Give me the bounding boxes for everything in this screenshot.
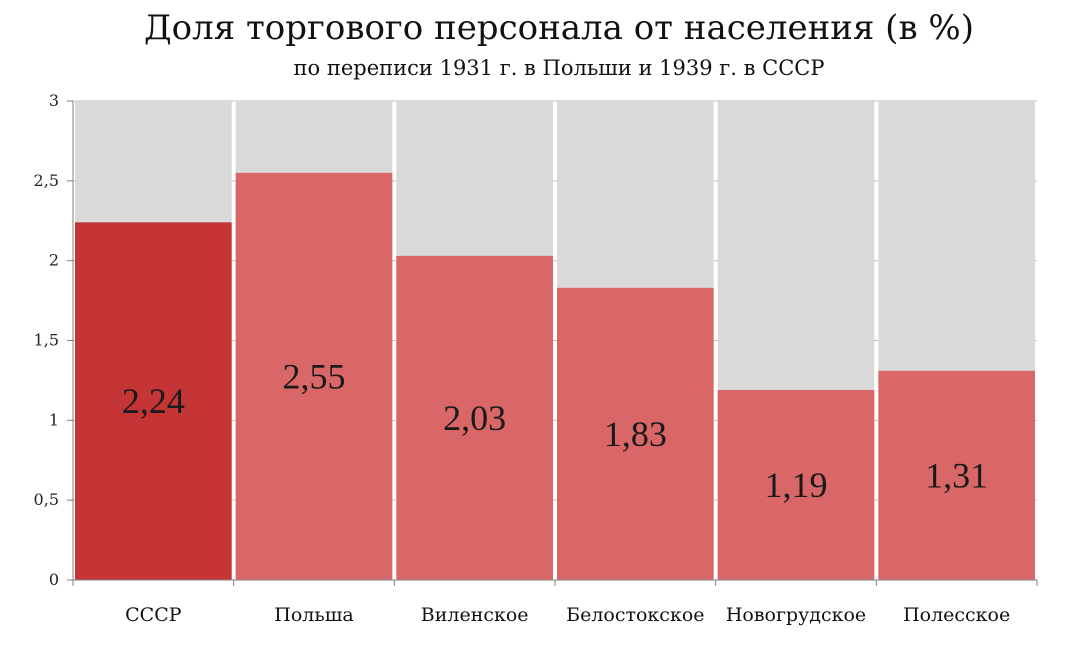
y-tick-label: 2 [49, 251, 59, 270]
axes: 0 0,5 1 1,5 2 2,5 3 [34, 91, 1038, 589]
chart-subtitle: по переписи 1931 г. в Польши и 1939 г. в… [293, 56, 825, 80]
data-label: 1,31 [925, 455, 988, 495]
x-tick-label: Виленское [421, 604, 529, 626]
data-label: 2,55 [283, 356, 346, 396]
bar [75, 222, 232, 580]
bars [75, 172, 1035, 581]
y-tick-label: 1 [49, 410, 59, 429]
labels: 2,24 СССР 2,55 Польша 2,03 Виленское 1,83 Белос… [122, 356, 1010, 626]
bar [235, 172, 393, 580]
y-tick-label: 0,5 [34, 490, 59, 509]
x-tick-label: СССР [125, 604, 182, 626]
chart-title: Доля торгового персонала от населения (в… [144, 8, 974, 48]
y-tick-label: 3 [49, 91, 59, 110]
y-tick-label: 2,5 [34, 171, 59, 190]
bar [557, 287, 714, 580]
data-label: 2,24 [122, 381, 185, 421]
bar [396, 255, 553, 581]
y-tick-label: 1,5 [34, 331, 59, 350]
x-tick-label: Новогрудское [726, 604, 866, 626]
x-tick-label: Полесское [903, 604, 1010, 626]
data-label: 1,19 [765, 465, 828, 505]
data-label: 2,03 [443, 398, 506, 438]
bar [717, 389, 875, 580]
data-label: 1,83 [604, 414, 667, 454]
x-tick-label: Польша [274, 604, 353, 626]
x-tick-label: Белостокское [566, 604, 704, 626]
bar [878, 370, 1035, 580]
y-tick-label: 0 [49, 570, 59, 589]
